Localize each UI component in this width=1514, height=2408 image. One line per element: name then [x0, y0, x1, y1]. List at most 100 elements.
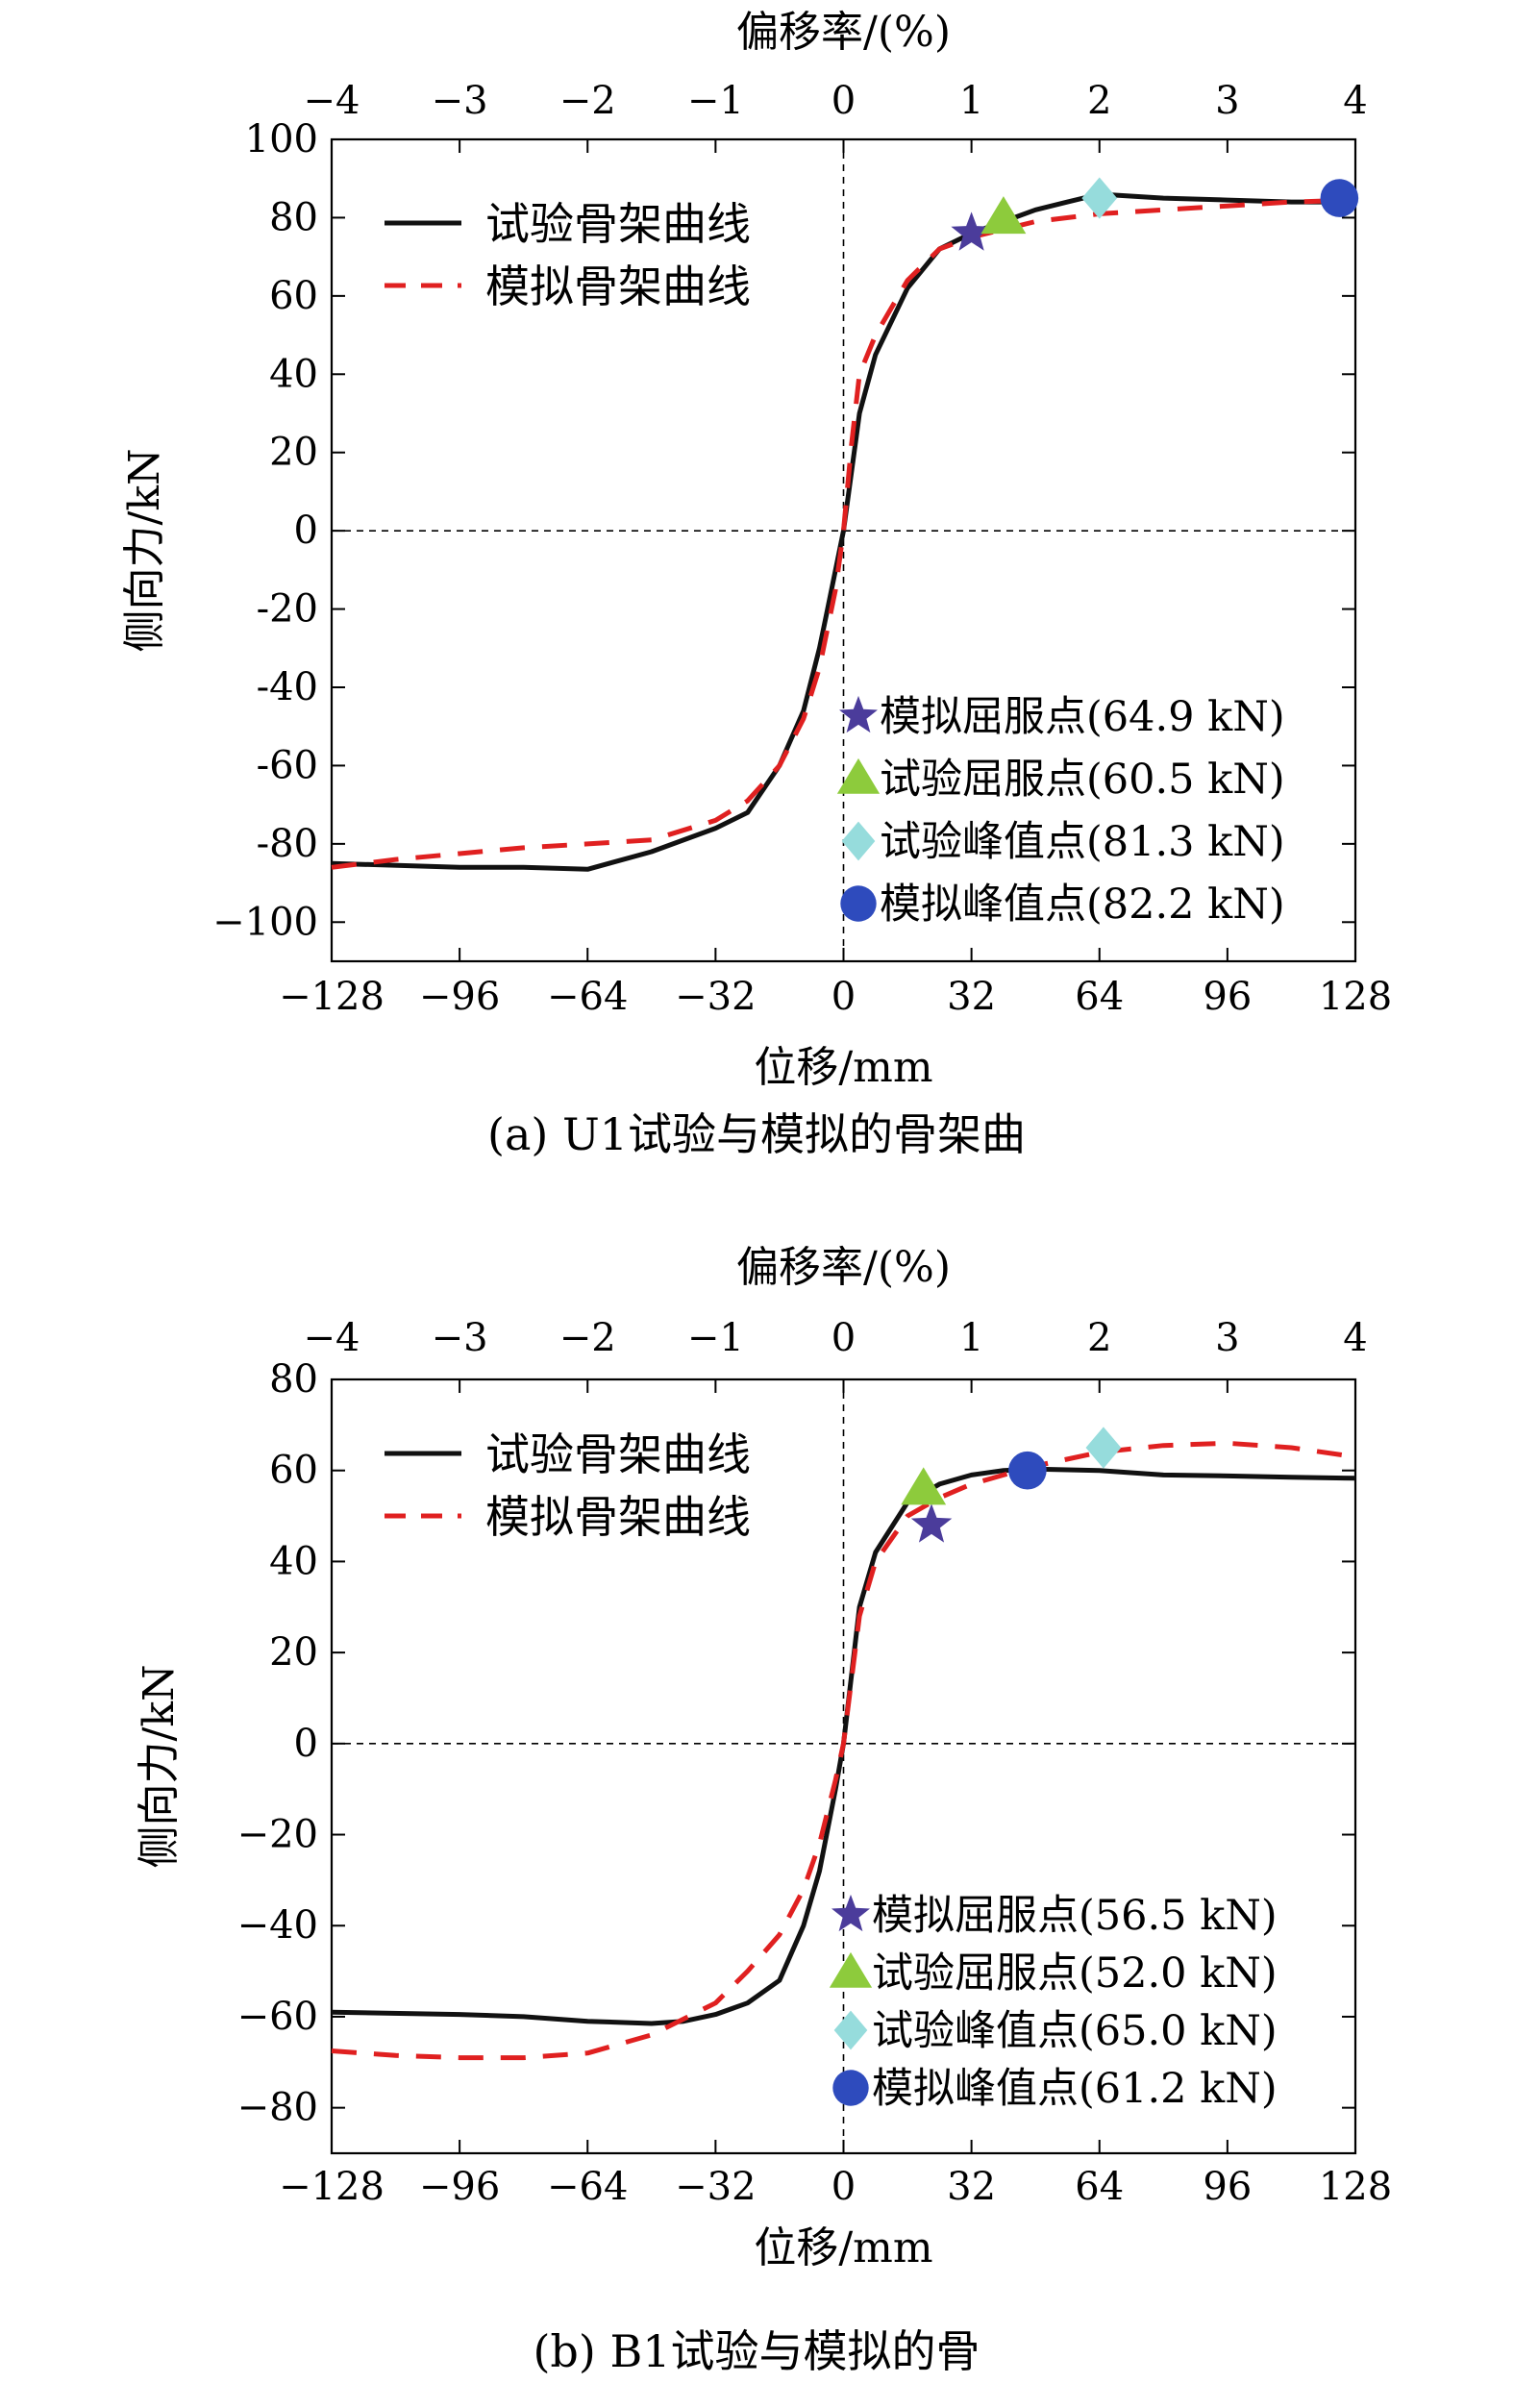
x-tick-label: −64: [547, 2165, 628, 2209]
y-tick-label: −100: [212, 900, 318, 944]
x-tick-label: −96: [419, 975, 500, 1019]
x2-tick-label: 4: [1343, 79, 1367, 123]
legend-marker-diamond: [833, 2010, 868, 2050]
y-tick-label: 40: [269, 352, 318, 396]
x2-tick-label: 3: [1215, 1316, 1239, 1360]
data-marker-star: [951, 211, 992, 251]
legend-marker-star: [831, 1894, 870, 1932]
x2-tick-label: −1: [687, 79, 744, 123]
x-tick-label: 96: [1203, 2165, 1252, 2209]
x-tick-label: 32: [947, 2165, 996, 2209]
chart-panel-a: −128 −96 −64 −32 0 32 64 96 128 −4 −3 −2 −1 0 1 2 3 4 100 8…: [120, 8, 1392, 1160]
x-tick-label: 128: [1319, 975, 1392, 1019]
x-tick-label: −128: [279, 975, 385, 1019]
y-tick-label: 60: [269, 274, 318, 318]
legend-marker-circle: [832, 2070, 869, 2106]
data-marker-diamond: [1085, 1427, 1122, 1469]
legend-series-label: 试验骨架曲线: [485, 1428, 751, 1480]
legend-marker-diamond: [841, 821, 876, 861]
y-tick-label: 100: [245, 117, 318, 161]
data-marker-triangle: [980, 196, 1027, 235]
y-tick-label: 20: [269, 431, 318, 475]
data-marker-circle: [1320, 179, 1359, 217]
x2-tick-label: −2: [559, 1316, 616, 1360]
x2-tick-label: −4: [304, 79, 360, 123]
y-tick-label: −20: [237, 1813, 318, 1857]
x-tick-label: 32: [947, 975, 996, 1019]
legend-marker-label: 模拟峰值点(61.2 kN): [872, 2065, 1278, 2113]
x2-tick-label: 1: [959, 1316, 983, 1360]
x2-tick-label: −1: [687, 1316, 744, 1360]
y-tick-label: 0: [294, 1722, 318, 1766]
top-axis-title: 偏移率/(%): [736, 8, 951, 57]
x2-tick-label: 2: [1087, 1316, 1111, 1360]
legend-marker-label: 试验峰值点(81.3 kN): [880, 818, 1285, 866]
simulated-curve-line: [331, 1440, 1356, 2061]
legend-marker-label: 模拟屈服点(64.9 kN): [880, 693, 1285, 741]
x-tick-label: 0: [831, 975, 856, 1019]
x-axis-title: 位移/mm: [754, 2223, 932, 2272]
y-tick-label: 0: [294, 509, 318, 553]
figure-caption: (b) B1试验与模拟的骨: [533, 2325, 980, 2377]
legend-marker-triangle: [836, 757, 881, 794]
y-tick-label: 40: [269, 1539, 318, 1583]
marker-legend: 模拟屈服点(64.9 kN) 试验屈服点(60.5 kN) 试验峰值点(81.3 k…: [836, 693, 1285, 929]
x2-tick-label: −3: [432, 1316, 488, 1360]
x-tick-label: −32: [675, 2165, 756, 2209]
legend-marker-circle: [840, 885, 877, 922]
y-tick-label: 60: [269, 1449, 318, 1493]
x-tick-label: −64: [547, 975, 628, 1019]
x2-tick-label: 0: [831, 79, 856, 123]
x-tick-label: 64: [1075, 975, 1124, 1019]
legend-marker-label: 模拟峰值点(82.2 kN): [880, 881, 1285, 929]
x-tick-label: 0: [831, 2165, 856, 2209]
x-tick-label: −96: [419, 2165, 500, 2209]
y-tick-label: 80: [269, 1357, 318, 1402]
y-tick-label: −40: [237, 1903, 318, 1948]
simulated-curve-line: [331, 197, 1356, 870]
x2-tick-label: 4: [1343, 1316, 1367, 1360]
y-tick-label: -80: [257, 822, 318, 866]
x2-tick-label: 2: [1087, 79, 1111, 123]
legend-series-label: 试验骨架曲线: [485, 198, 751, 250]
y-axis-title: 侧向力/kN: [120, 449, 169, 653]
x-tick-label: 96: [1203, 975, 1252, 1019]
y-tick-label: 20: [269, 1630, 318, 1675]
top-axis-title: 偏移率/(%): [736, 1243, 951, 1292]
legend-marker-label: 试验屈服点(60.5 kN): [880, 756, 1285, 804]
y-tick-label: -20: [257, 587, 318, 632]
legend-series-label: 模拟骨架曲线: [485, 261, 751, 312]
x2-tick-label: −3: [432, 79, 488, 123]
legend-marker-triangle: [829, 1951, 873, 1988]
x2-tick-label: 1: [959, 79, 983, 123]
data-marker-triangle: [901, 1467, 947, 1505]
x-tick-label: 128: [1319, 2165, 1392, 2209]
legend-marker-label: 试验屈服点(52.0 kN): [872, 1949, 1278, 1998]
legend-marker-star: [839, 695, 878, 733]
x2-tick-label: 3: [1215, 79, 1239, 123]
marker-legend: 模拟屈服点(56.5 kN) 试验屈服点(52.0 kN) 试验峰值点(65.0 k…: [829, 1892, 1278, 2113]
y-tick-label: -60: [257, 743, 318, 787]
y-tick-label: 80: [269, 195, 318, 239]
y-tick-label: -40: [257, 665, 318, 709]
chart-panel-b: −128 −96 −64 −32 0 32 64 96 128 −4 −3 −2 −1 0 1 2 3 4 80 60…: [135, 1243, 1392, 2377]
x2-tick-label: 0: [831, 1316, 856, 1360]
x-tick-label: 64: [1075, 2165, 1124, 2209]
legend-marker-label: 试验峰值点(65.0 kN): [872, 2007, 1278, 2055]
x2-tick-label: −4: [304, 1316, 360, 1360]
x-tick-label: −128: [279, 2165, 385, 2209]
y-tick-label: −80: [237, 2086, 318, 2130]
x2-tick-label: −2: [559, 79, 616, 123]
y-axis-title: 侧向力/kN: [135, 1665, 184, 1869]
data-marker-star: [910, 1503, 953, 1543]
legend-marker-label: 模拟屈服点(56.5 kN): [872, 1892, 1278, 1940]
legend-series-label: 模拟骨架曲线: [485, 1491, 751, 1543]
x-axis-title: 位移/mm: [754, 1043, 932, 1092]
figure-caption: (a) U1试验与模拟的骨架曲: [487, 1108, 1026, 1160]
y-tick-label: −60: [237, 1995, 318, 2039]
data-marker-circle: [1008, 1451, 1047, 1490]
data-marker-diamond: [1081, 177, 1118, 219]
